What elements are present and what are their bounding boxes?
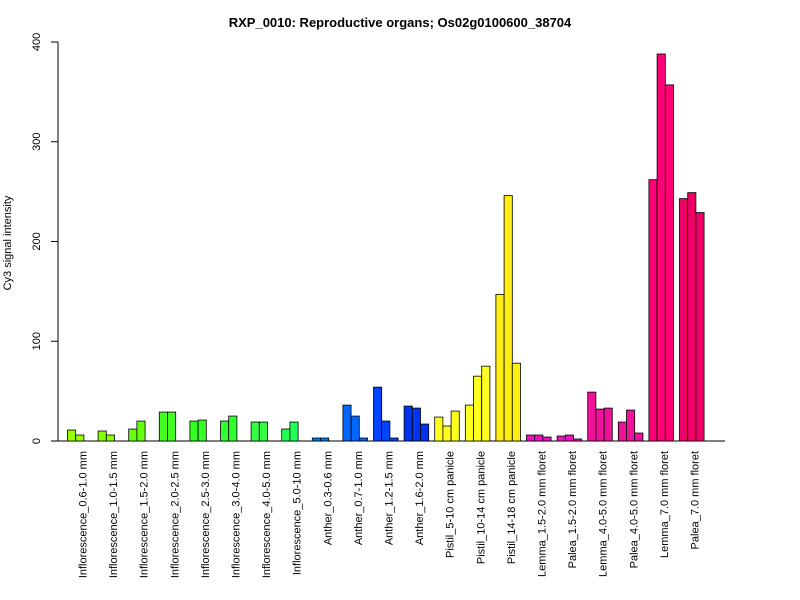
bar [648, 179, 658, 442]
bar [450, 410, 460, 442]
bar [105, 434, 115, 442]
bar [464, 404, 474, 442]
bar [556, 435, 566, 442]
y-tick-label: 200 [31, 232, 43, 250]
bar [511, 362, 521, 442]
bar [526, 434, 536, 442]
bar [75, 434, 85, 442]
x-category-label: Inflorescence_2.5-3.0 mm [200, 451, 212, 578]
bar [626, 409, 636, 442]
x-category-label: Anther_0.7-1.0 mm [353, 451, 365, 545]
bar [442, 425, 452, 442]
x-category-label: Pistil_14-18 cm panicle [506, 451, 518, 564]
x-category-label: Lemma_4.0-5.0 mm floret [598, 451, 610, 577]
bar [534, 434, 544, 442]
bar [664, 84, 674, 442]
bar [289, 421, 299, 442]
x-category-label: Inflorescence_3.0-4.0 mm [231, 451, 243, 578]
bar [128, 428, 138, 442]
bar [603, 407, 613, 442]
y-axis-label: Cy3 signal intensity [2, 195, 14, 290]
bar [403, 405, 413, 442]
bar [228, 415, 238, 442]
bar [189, 420, 199, 442]
bar [220, 420, 230, 442]
x-category-label: Palea_4.0-5.0 mm floret [628, 451, 640, 568]
bar [687, 192, 697, 442]
x-category-label: Inflorescence_2.0-2.5 mm [169, 451, 181, 578]
bar [97, 430, 107, 442]
bar [617, 421, 627, 442]
x-category-label: Palea_7.0 mm floret [690, 451, 702, 549]
bar [358, 437, 368, 442]
bar [158, 411, 168, 442]
chart-title: RXP_0010: Reproductive organs; Os02g0100… [229, 15, 572, 30]
bar [389, 437, 399, 442]
bar [695, 212, 705, 442]
bar [373, 386, 383, 442]
bar [473, 375, 483, 442]
bar [197, 419, 207, 442]
bar [67, 429, 77, 442]
bar [656, 53, 666, 442]
bar [136, 420, 146, 442]
bar [281, 428, 291, 442]
category-labels: Inflorescence_0.6-1.0 mm Inflorescence_1.… [78, 451, 702, 578]
x-category-label: Anther_1.2-1.5 mm [384, 451, 396, 545]
bar [258, 421, 268, 442]
bar [587, 391, 597, 442]
bar [495, 293, 505, 442]
x-category-label: Inflorescence_5.0-10 mm [292, 451, 304, 575]
y-tick-label: 0 [31, 438, 43, 444]
bar [564, 434, 574, 442]
y-axis-ticks: 0 100 200 300 400 [31, 33, 58, 444]
y-tick-label: 400 [31, 33, 43, 51]
bar [481, 365, 491, 442]
bar [342, 404, 352, 442]
x-category-label: Anther_1.6-2.0 mm [414, 451, 426, 545]
x-category-label: Inflorescence_1.0-1.5 mm [108, 451, 120, 578]
bar [320, 437, 330, 442]
bar [350, 415, 360, 442]
x-category-label: Lemma_1.5-2.0 mm floret [537, 451, 549, 577]
bar [503, 195, 513, 442]
x-category-label: Inflorescence_4.0-5.0 mm [261, 451, 273, 578]
bar [311, 437, 321, 442]
bar [381, 420, 391, 442]
x-category-label: Palea_1.5-2.0 mm floret [567, 451, 579, 568]
x-category-label: Anther_0.3-0.6 mm [322, 451, 334, 545]
x-category-label: Pistil_5-10 cm panicle [445, 451, 457, 558]
bar [250, 421, 260, 442]
bar [167, 411, 177, 442]
bar [679, 198, 689, 442]
x-category-label: Lemma_7.0 mm floret [659, 451, 671, 558]
y-tick-label: 300 [31, 133, 43, 151]
bar [420, 423, 430, 442]
bar [434, 416, 444, 442]
x-category-label: Inflorescence_0.6-1.0 mm [78, 451, 90, 578]
bar [595, 408, 605, 442]
x-category-label: Inflorescence_1.5-2.0 mm [139, 451, 151, 578]
y-tick-label: 100 [31, 332, 43, 350]
bar [634, 432, 644, 442]
bar [573, 438, 583, 442]
x-category-label: Pistil_10-14 cm panicle [475, 451, 487, 564]
bar [411, 407, 421, 442]
bar [542, 436, 552, 442]
bars-group [67, 53, 705, 442]
